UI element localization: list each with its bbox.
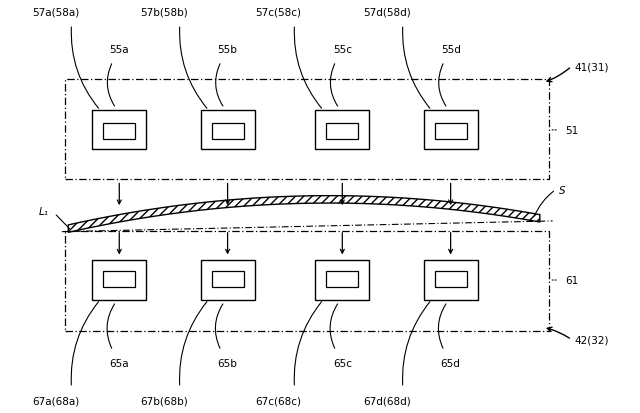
Text: 57c(58c): 57c(58c) — [255, 8, 301, 18]
Bar — [92, 261, 147, 300]
Text: 57d(58d): 57d(58d) — [363, 8, 411, 18]
Text: 65d: 65d — [441, 358, 461, 368]
Bar — [326, 124, 358, 140]
Bar — [200, 261, 255, 300]
Text: 51: 51 — [565, 126, 579, 135]
Bar — [316, 111, 369, 150]
Text: S: S — [559, 185, 566, 195]
Bar — [200, 111, 255, 150]
Text: 67c(68c): 67c(68c) — [255, 395, 301, 405]
Bar — [103, 124, 135, 140]
Bar — [92, 111, 147, 150]
Bar — [435, 124, 467, 140]
Bar — [424, 111, 477, 150]
Bar — [435, 271, 467, 287]
Text: 61: 61 — [565, 275, 579, 285]
Text: 55a: 55a — [109, 45, 129, 55]
Text: 55b: 55b — [218, 45, 237, 55]
Text: 65a: 65a — [109, 358, 129, 368]
Text: 57a(58a): 57a(58a) — [32, 8, 79, 18]
Text: L₁: L₁ — [38, 206, 48, 216]
Text: 65b: 65b — [218, 358, 237, 368]
Polygon shape — [68, 196, 540, 233]
Bar — [316, 261, 369, 300]
Text: 42(32): 42(32) — [575, 335, 609, 345]
Bar — [103, 271, 135, 287]
Bar — [212, 124, 244, 140]
Bar — [326, 271, 358, 287]
Text: 41(31): 41(31) — [575, 62, 609, 72]
Text: 55d: 55d — [441, 45, 461, 55]
Text: 67d(68d): 67d(68d) — [363, 395, 411, 405]
Text: 57b(58b): 57b(58b) — [140, 8, 188, 18]
Text: 67b(68b): 67b(68b) — [140, 395, 188, 405]
Bar — [212, 271, 244, 287]
Text: 67a(68a): 67a(68a) — [32, 395, 79, 405]
Bar — [424, 261, 477, 300]
Text: 55c: 55c — [333, 45, 352, 55]
Text: 65c: 65c — [333, 358, 352, 368]
